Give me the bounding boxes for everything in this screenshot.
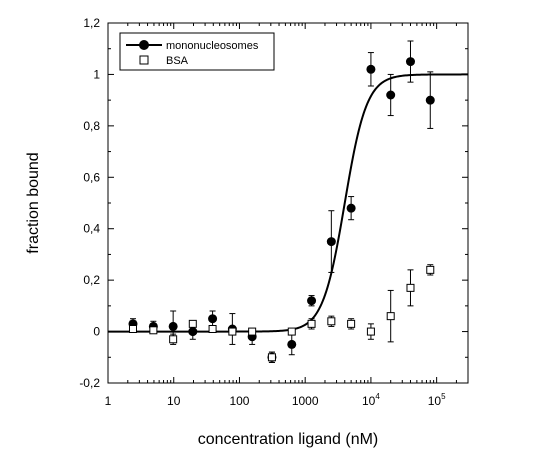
point-mononucleosomes	[168, 321, 178, 331]
y-tick-labels: -0,2 0 0,2 0,4 0,6 0,8 1 1,2	[79, 16, 100, 390]
data-marks	[128, 40, 435, 363]
y-tick-label: 0,4	[83, 222, 100, 236]
point-bsa	[188, 319, 197, 328]
point-mononucleosomes	[346, 203, 356, 213]
axis-ticks	[107, 22, 469, 384]
legend-label-mononucleosomes: mononucleosomes	[166, 40, 259, 52]
x-tick-label: 1000	[292, 394, 319, 408]
y-axis-title: fraction bound	[25, 152, 42, 253]
legend: mononucleosomes BSA	[119, 32, 275, 71]
point-bsa	[169, 335, 178, 344]
legend-marker-bsa	[139, 55, 149, 65]
point-mononucleosomes	[326, 237, 336, 247]
y-tick-label: 0	[93, 325, 100, 339]
point-mononucleosomes	[386, 90, 396, 100]
point-bsa	[267, 353, 276, 362]
point-bsa	[386, 312, 395, 321]
point-mononucleosomes	[366, 64, 376, 74]
point-bsa	[307, 319, 316, 328]
point-bsa	[426, 265, 435, 274]
x-tick-label: 1	[105, 394, 112, 408]
fit-curve-mononucleosomes	[108, 73, 468, 333]
point-bsa	[406, 283, 415, 292]
x-tick-label: 100	[229, 394, 249, 408]
point-bsa	[248, 327, 257, 336]
y-tick-label: -0,2	[79, 376, 100, 390]
y-tick-label: 1,2	[83, 16, 100, 30]
legend-label-bsa: BSA	[166, 55, 189, 67]
point-mononucleosomes	[188, 327, 198, 337]
point-bsa	[287, 327, 296, 336]
point-bsa	[366, 327, 375, 336]
x-tick-label: 104	[362, 392, 380, 408]
y-tick-label: 0,2	[83, 273, 100, 287]
point-mononucleosomes	[208, 314, 218, 324]
point-bsa	[128, 325, 137, 333]
point-mononucleosomes	[287, 339, 297, 349]
point-bsa	[208, 325, 217, 333]
x-tick-label: 105	[428, 392, 446, 408]
fit-curve-group	[108, 73, 468, 333]
y-tick-label: 0,8	[83, 119, 100, 133]
y-tick-label: 0,6	[83, 170, 100, 184]
point-mononucleosomes	[307, 296, 317, 306]
point-bsa	[228, 327, 237, 336]
y-tick-label: 1	[93, 67, 100, 81]
point-bsa	[347, 319, 356, 328]
point-mononucleosomes	[405, 57, 415, 67]
x-tick-labels: 1 10 100 1000 104 105	[105, 392, 446, 408]
point-bsa	[327, 317, 336, 326]
legend-marker-mononucleosomes	[139, 40, 149, 50]
point-mononucleosomes	[425, 95, 435, 105]
x-tick-label: 10	[167, 394, 181, 408]
x-axis-title: concentration ligand (nM)	[198, 431, 379, 448]
point-bsa	[149, 326, 158, 335]
